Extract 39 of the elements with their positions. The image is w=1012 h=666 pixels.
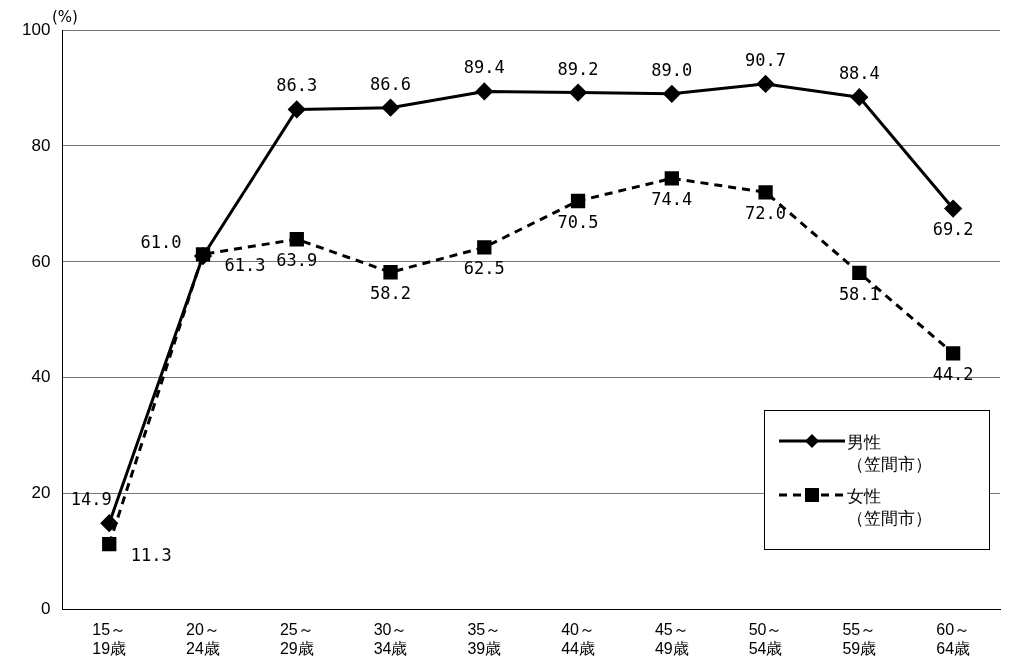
data-label: 63.9 <box>276 250 318 271</box>
data-label: 62.5 <box>463 258 505 279</box>
x-tick-label: 40～ 44歳 <box>561 620 595 657</box>
data-label: 44.2 <box>932 364 974 385</box>
data-label: 86.6 <box>370 73 412 94</box>
data-label: 70.5 <box>557 211 599 232</box>
x-tick-label: 25～ 29歳 <box>279 620 314 657</box>
data-label: 61.3 <box>224 255 266 276</box>
data-label: 89.2 <box>557 58 599 79</box>
y-tick-label: 100 <box>21 19 51 39</box>
y-tick-label: 40 <box>31 367 51 387</box>
x-tick-label: 45～ 49歳 <box>654 620 689 657</box>
data-label: 88.4 <box>838 63 880 84</box>
x-tick-label: 50～ 54歳 <box>748 620 783 657</box>
data-label: 90.7 <box>745 49 787 70</box>
y-tick-label: 20 <box>31 483 51 503</box>
data-label: 89.0 <box>651 59 693 80</box>
legend-label: 女性（笠間市） <box>847 484 933 529</box>
y-tick-label: 80 <box>31 135 51 155</box>
x-tick-label: 55～ 59歳 <box>842 620 877 657</box>
data-label: 72.0 <box>745 203 787 224</box>
data-label: 58.2 <box>370 283 412 304</box>
x-tick-label: 60～ 64歳 <box>936 620 971 657</box>
data-label: 14.9 <box>70 489 112 510</box>
data-label: 11.3 <box>130 545 172 566</box>
data-label: 61.0 <box>140 231 182 252</box>
x-tick-label: 15～ 19歳 <box>92 620 127 657</box>
legend-label: 男性（笠間市） <box>847 430 933 475</box>
x-tick-label: 20～ 24歳 <box>186 620 220 657</box>
y-tick-label: 60 <box>31 251 51 271</box>
data-label: 86.3 <box>276 75 318 96</box>
y-axis-title: (%) <box>52 8 78 26</box>
data-label: 89.4 <box>463 57 505 78</box>
data-label: 74.4 <box>651 189 693 210</box>
data-label: 69.2 <box>932 219 974 240</box>
data-label: 58.1 <box>838 283 880 304</box>
y-tick-label: 0 <box>40 599 51 619</box>
x-tick-label: 35～ 39歳 <box>467 620 502 657</box>
x-tick-label: 30～ 34歳 <box>373 620 408 657</box>
